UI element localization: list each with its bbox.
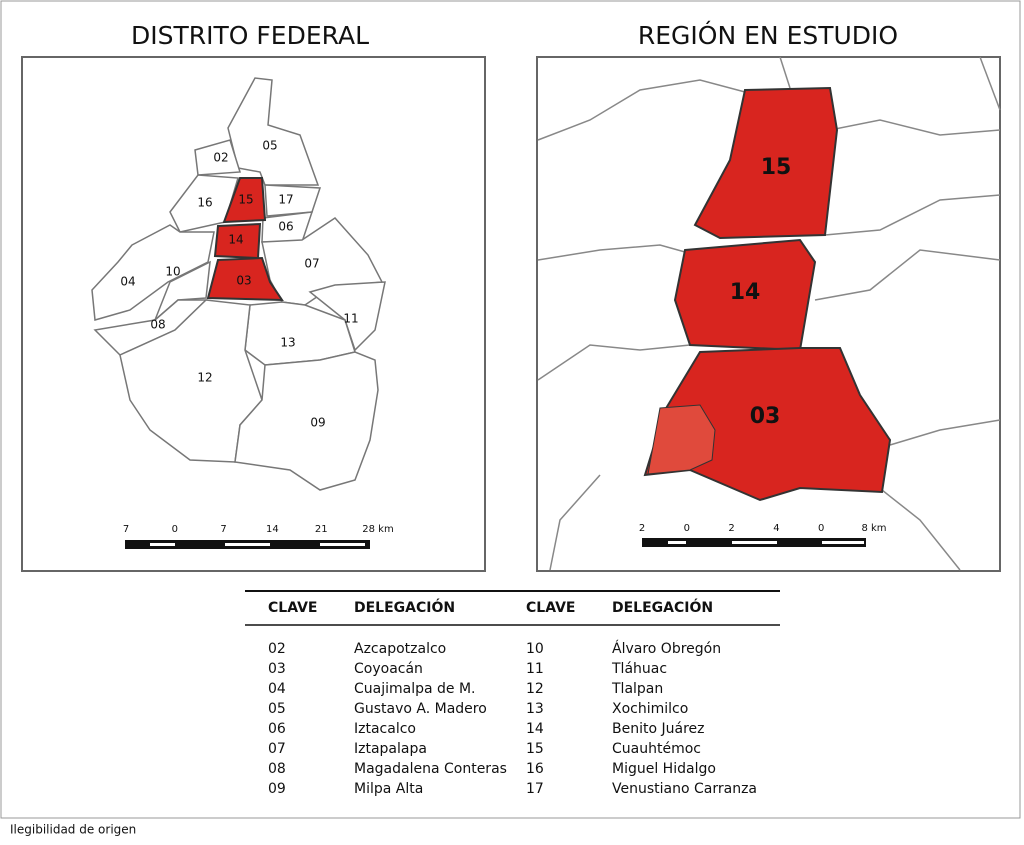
map-title: REGIÓN EN ESTUDIO xyxy=(638,20,898,50)
region-label: 06 xyxy=(278,220,293,234)
table-cell: Benito Juárez xyxy=(612,721,704,737)
table-cell: Tláhuac xyxy=(611,661,667,677)
table-cell: Coyoacán xyxy=(354,661,423,677)
region-label: 16 xyxy=(197,196,212,210)
table-cell: Tlalpan xyxy=(611,681,663,697)
table-cell: 03 xyxy=(268,661,286,677)
table-cell: Magadalena Conteras xyxy=(354,761,507,777)
scale-label: 0 xyxy=(172,524,178,535)
scale-label: 0 xyxy=(818,523,824,534)
scale-label: 21 xyxy=(315,524,328,535)
note: Ilegibilidad de origen xyxy=(10,823,136,837)
region-label: 02 xyxy=(213,151,228,165)
scale-bar xyxy=(125,538,866,549)
table-header: DELEGACIÓN xyxy=(354,598,455,616)
table-cell: 11 xyxy=(526,661,544,677)
region-label: 15 xyxy=(761,155,792,180)
left-map xyxy=(91,77,386,491)
table-cell: 06 xyxy=(268,721,286,737)
table-cell: Iztapalapa xyxy=(354,741,427,757)
scale-label: 7 xyxy=(220,524,226,535)
table-header: DELEGACIÓN xyxy=(612,598,713,616)
table-cell: 13 xyxy=(526,701,544,717)
table-cell: 09 xyxy=(268,781,286,797)
region-label: 14 xyxy=(228,233,243,247)
scale-label: 8 km xyxy=(861,523,886,534)
region-label: 05 xyxy=(262,139,277,153)
table-cell: 02 xyxy=(268,641,286,657)
scale-label: 28 km xyxy=(362,524,393,535)
table-cell: 04 xyxy=(268,681,286,697)
region-label: 11 xyxy=(343,312,358,326)
region-label: 10 xyxy=(165,265,180,279)
scale-label: 0 xyxy=(684,523,690,534)
region-label: 14 xyxy=(730,280,761,305)
table-cell: 08 xyxy=(268,761,286,777)
table-cell: 15 xyxy=(526,741,544,757)
table-cell: Cuajimalpa de M. xyxy=(354,681,476,697)
table-cell: 05 xyxy=(268,701,286,717)
region-label: 04 xyxy=(120,275,135,289)
region-label: 13 xyxy=(280,336,295,350)
table-cell: Venustiano Carranza xyxy=(612,781,757,797)
right-map xyxy=(537,56,1001,571)
table-cell: 14 xyxy=(526,721,544,737)
scale-label: 2 xyxy=(728,523,734,534)
region-label: 03 xyxy=(750,404,781,429)
table-header: CLAVE xyxy=(268,600,317,616)
region-label: 15 xyxy=(238,193,253,207)
region-label: 07 xyxy=(304,257,319,271)
scale-label: 2 xyxy=(639,523,645,534)
table-cell: Iztacalco xyxy=(354,721,416,737)
scale-label: 7 xyxy=(123,524,129,535)
region-label: 03 xyxy=(236,274,251,288)
region-label: 17 xyxy=(278,193,293,207)
scale-label: 4 xyxy=(773,523,779,534)
table-cell: Milpa Alta xyxy=(354,781,423,797)
table-header: CLAVE xyxy=(526,600,575,616)
table-cell: 10 xyxy=(526,641,544,657)
table-cell: Cuauhtémoc xyxy=(612,741,701,757)
table-cell: 07 xyxy=(268,741,286,757)
table-cell: 16 xyxy=(526,761,544,777)
table-cell: Azcapotzalco xyxy=(354,641,446,657)
map-title: DISTRITO FEDERAL xyxy=(131,21,369,50)
table-cell: Miguel Hidalgo xyxy=(612,761,716,777)
region-label: 12 xyxy=(197,371,212,385)
figure-frame xyxy=(0,0,1021,819)
table-cell: Xochimilco xyxy=(612,701,688,717)
table-cell: Gustavo A. Madero xyxy=(354,701,487,717)
region-label: 09 xyxy=(310,416,325,430)
scale-label: 14 xyxy=(266,524,279,535)
table-cell: 12 xyxy=(526,681,544,697)
table-cell: Álvaro Obregón xyxy=(612,640,721,657)
region-label: 08 xyxy=(150,318,165,332)
table-cell: 17 xyxy=(526,781,544,797)
